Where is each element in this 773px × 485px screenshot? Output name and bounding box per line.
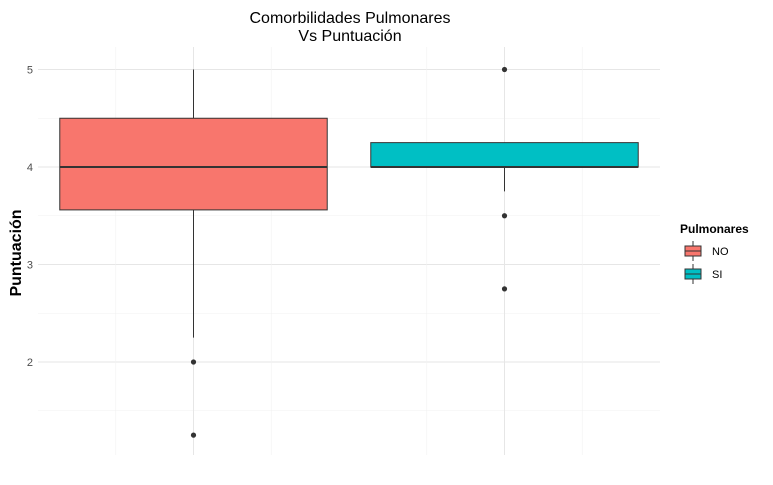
outlier-point: [190, 359, 197, 365]
y-tick-label: 5: [27, 65, 33, 77]
y-tick-label: 4: [27, 162, 33, 174]
box-si: [370, 66, 639, 292]
legend: Pulmonares NO SI: [680, 222, 749, 284]
box-layer: [59, 66, 639, 438]
outlier-point: [501, 66, 508, 73]
legend-label: SI: [712, 269, 722, 281]
y-tick-label: 3: [27, 260, 33, 272]
legend-entry-si: SI: [684, 264, 722, 284]
grid-layer: [38, 47, 660, 455]
legend-label: NO: [712, 246, 729, 258]
box-no: [59, 69, 328, 438]
chart-title-line-1: Comorbilidades Pulmonares: [250, 10, 451, 27]
legend-title: Pulmonares: [680, 222, 749, 236]
legend-entries: NO SI: [684, 241, 729, 284]
outlier-point: [190, 432, 197, 438]
y-axis-label: Puntuación: [8, 209, 25, 296]
outlier-point: [501, 213, 508, 219]
box-body: [370, 142, 639, 168]
legend-entry-no: NO: [684, 241, 729, 261]
y-tick-labels: 2 3 4 5: [27, 65, 33, 370]
box-body: [59, 117, 328, 211]
y-tick-label: 2: [27, 357, 33, 369]
chart-title-line-2: Vs Puntuación: [298, 28, 401, 45]
outlier-point: [501, 286, 508, 292]
